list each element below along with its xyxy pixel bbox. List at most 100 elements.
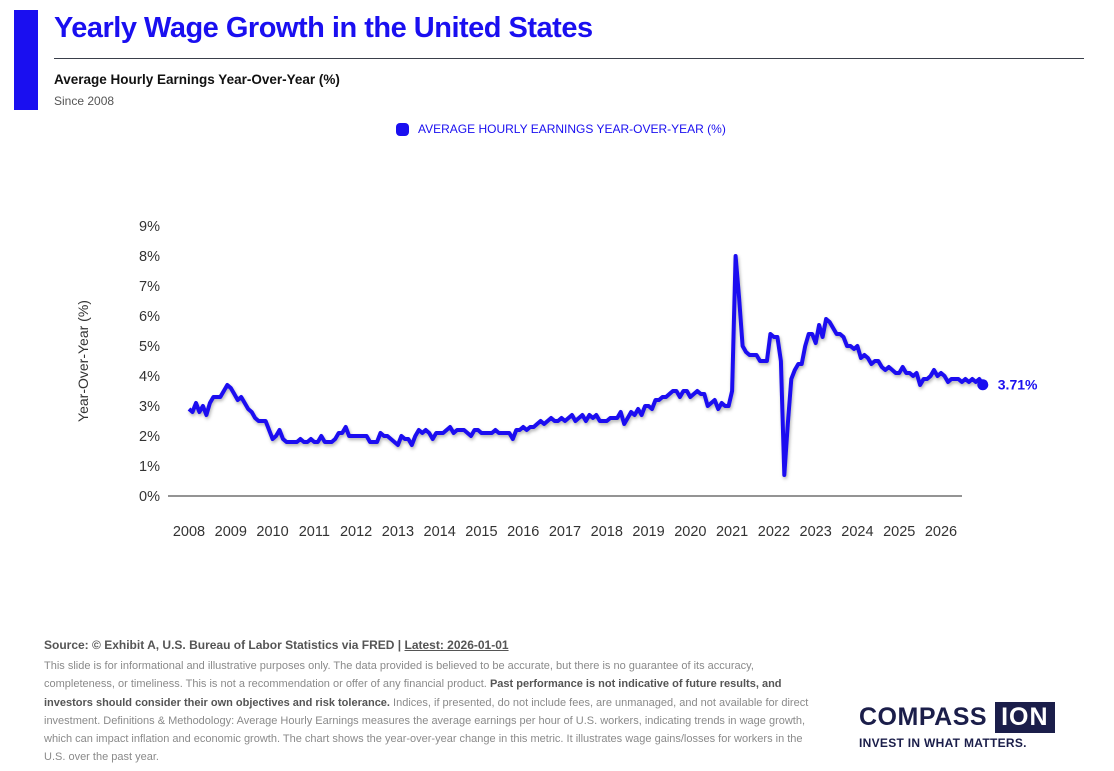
data-point <box>351 435 354 438</box>
data-point <box>330 441 333 444</box>
x-tick-label: 2018 <box>591 524 623 540</box>
source-line: Source: © Exhibit A, U.S. Bureau of Labo… <box>44 638 509 652</box>
data-point <box>483 432 486 435</box>
data-point <box>654 399 657 402</box>
data-point <box>431 438 434 441</box>
data-point <box>476 429 479 432</box>
data-point <box>494 429 497 432</box>
data-point <box>560 417 563 420</box>
data-point <box>584 420 587 423</box>
data-point <box>490 432 493 435</box>
data-point <box>421 432 424 435</box>
data-point <box>348 435 351 438</box>
data-point <box>473 429 476 432</box>
x-tick-label: 2026 <box>925 524 957 540</box>
data-point <box>821 336 824 339</box>
data-point <box>508 432 511 435</box>
data-point <box>536 423 539 426</box>
data-point <box>470 435 473 438</box>
data-point <box>337 432 340 435</box>
data-point <box>546 420 549 423</box>
data-point <box>933 369 936 372</box>
data-point <box>327 441 330 444</box>
data-point <box>814 342 817 345</box>
data-point <box>828 321 831 324</box>
data-point <box>960 381 963 384</box>
y-tick-label: 2% <box>139 429 160 445</box>
data-point <box>292 441 295 444</box>
end-point-marker <box>977 379 989 391</box>
data-point <box>755 354 758 357</box>
data-point <box>685 390 688 393</box>
data-point <box>797 363 800 366</box>
data-point <box>971 378 974 381</box>
data-point <box>379 432 382 435</box>
data-point <box>449 426 452 429</box>
data-point <box>943 375 946 378</box>
line-chart: 0% 1% 2% 3% 4% 5% 6% 7% 8% 9% 2008 2009 2010 2011 201… <box>75 219 1038 540</box>
data-point <box>362 435 365 438</box>
data-point <box>762 360 765 363</box>
data-point <box>299 438 302 441</box>
data-point <box>403 438 406 441</box>
data-point <box>229 387 232 390</box>
data-point <box>233 393 236 396</box>
data-point <box>567 417 570 420</box>
data-point <box>758 360 761 363</box>
data-point <box>664 396 667 399</box>
data-point <box>226 384 229 387</box>
data-point <box>922 378 925 381</box>
data-point <box>515 429 518 432</box>
data-point <box>731 390 734 393</box>
data-point <box>898 372 901 375</box>
data-point <box>372 441 375 444</box>
data-point <box>908 372 911 375</box>
y-axis-title: Year-Over-Year (%) <box>75 300 91 422</box>
x-tick-label: 2019 <box>632 524 664 540</box>
data-point <box>769 333 772 336</box>
latest-date-link[interactable]: Latest: 2026-01-01 <box>404 638 509 652</box>
data-point <box>459 429 462 432</box>
data-point <box>222 390 225 393</box>
data-point <box>738 297 741 300</box>
data-point <box>880 366 883 369</box>
data-point <box>783 474 786 477</box>
data-point <box>358 435 361 438</box>
data-point <box>198 411 201 414</box>
data-point <box>466 432 469 435</box>
y-tick-label: 6% <box>139 309 160 325</box>
data-point <box>285 441 288 444</box>
disclaimer: This slide is for informational and illu… <box>44 657 814 767</box>
data-point <box>295 441 298 444</box>
data-point <box>630 411 633 414</box>
data-point <box>974 381 977 384</box>
data-point <box>946 381 949 384</box>
data-point <box>765 360 768 363</box>
x-tick-label: 2024 <box>841 524 873 540</box>
data-point <box>396 444 399 447</box>
data-point <box>414 435 417 438</box>
data-point <box>302 441 305 444</box>
data-point <box>588 414 591 417</box>
data-point <box>884 369 887 372</box>
data-point <box>278 429 281 432</box>
data-point <box>859 357 862 360</box>
x-tick-label: 2025 <box>883 524 915 540</box>
data-point <box>953 378 956 381</box>
data-point <box>591 417 594 420</box>
series-line <box>187 254 985 477</box>
data-point <box>261 420 264 423</box>
data-point <box>407 438 410 441</box>
data-point <box>456 429 459 432</box>
data-point <box>188 408 191 411</box>
data-point <box>306 441 309 444</box>
data-point <box>901 366 904 369</box>
data-point <box>779 360 782 363</box>
data-point <box>236 399 239 402</box>
data-point <box>264 420 267 423</box>
data-point <box>518 429 521 432</box>
disclaimer-text-1: This slide is for informational and illu… <box>44 660 754 691</box>
data-point <box>581 414 584 417</box>
data-point <box>668 393 671 396</box>
x-tick-label: 2012 <box>340 524 372 540</box>
